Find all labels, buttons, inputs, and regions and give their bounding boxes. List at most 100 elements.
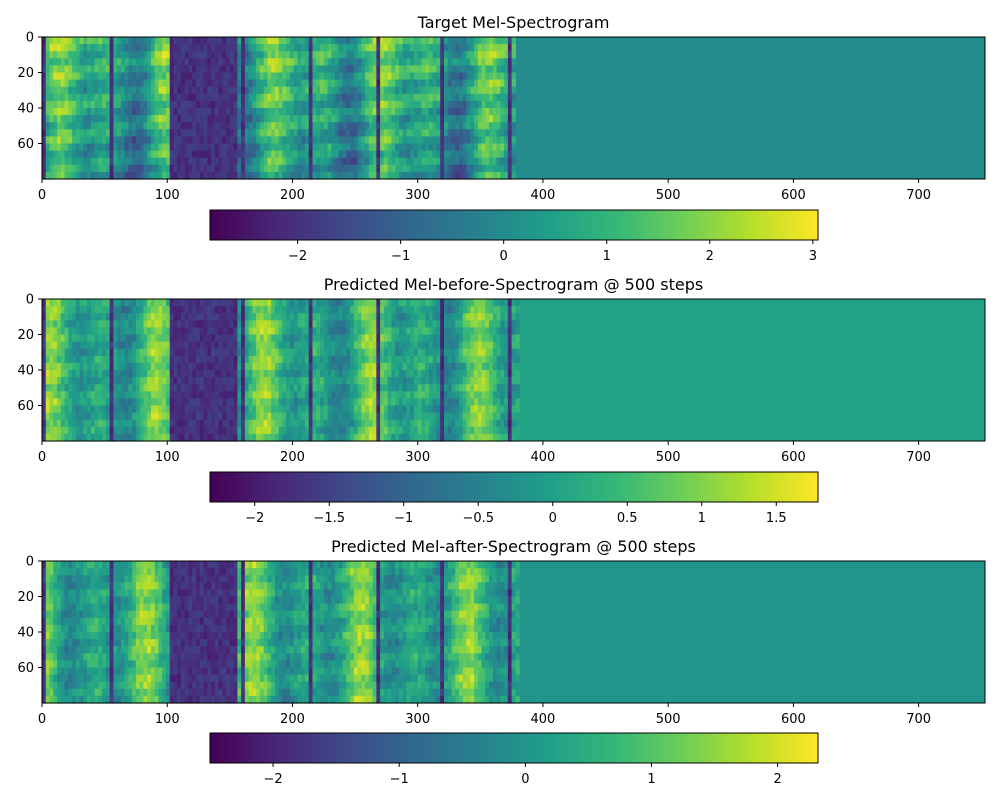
heatmap-cell	[402, 143, 408, 152]
heatmap-cell	[278, 398, 284, 407]
heatmap-cell	[504, 79, 509, 88]
heatmap-cell	[507, 58, 513, 66]
heatmap-cell	[477, 122, 483, 130]
heatmap-cell	[147, 44, 152, 52]
heatmap-cell	[477, 44, 483, 52]
heatmap-cell	[64, 299, 69, 307]
heatmap-cell	[124, 122, 130, 130]
heatmap-cell	[459, 327, 464, 336]
heatmap-cell	[432, 391, 438, 399]
heatmap-cell	[286, 157, 291, 166]
heatmap-cell	[68, 37, 73, 45]
heatmap-cell	[150, 51, 156, 59]
heatmap-cell	[218, 391, 223, 399]
heatmap-cell	[304, 384, 310, 392]
heatmap-cell	[447, 313, 453, 321]
heatmap-cell	[75, 136, 81, 145]
heatmap-cell	[109, 362, 114, 371]
heatmap-cell	[462, 341, 468, 350]
heatmap-cell	[459, 341, 464, 350]
heatmap-cell	[338, 115, 344, 123]
heatmap-cell	[207, 362, 212, 371]
heatmap-cell	[312, 143, 317, 152]
heatmap-cell	[207, 108, 212, 116]
heatmap-cell	[211, 79, 216, 88]
heatmap-cell	[53, 143, 58, 152]
heatmap-cell	[293, 108, 299, 116]
heatmap-cell	[496, 44, 501, 52]
heatmap-cell	[346, 426, 351, 435]
heatmap-cell	[402, 348, 408, 357]
heatmap-cell	[297, 108, 302, 116]
heatmap-cell	[444, 37, 449, 45]
heatmap-cell	[162, 129, 167, 137]
heatmap-cell	[274, 412, 280, 421]
heatmap-cell	[432, 320, 438, 328]
heatmap-cell	[226, 377, 231, 385]
heatmap-cell	[150, 306, 156, 314]
heatmap-cell	[425, 327, 430, 336]
heatmap-cell	[229, 136, 235, 145]
heatmap-cell	[256, 419, 261, 428]
heatmap-cell	[436, 150, 441, 159]
heatmap-cell	[233, 143, 238, 152]
heatmap-cell	[79, 58, 84, 66]
heatmap-cell	[308, 419, 314, 428]
heatmap-cell	[87, 93, 92, 102]
heatmap-cell	[150, 391, 156, 399]
heatmap-cell	[402, 164, 408, 173]
heatmap-cell	[286, 384, 291, 392]
heatmap-cell	[278, 306, 284, 314]
heatmap-cell	[368, 362, 374, 371]
heatmap-cell	[120, 362, 126, 371]
heatmap-cell	[143, 398, 148, 407]
heatmap-cell	[421, 86, 426, 95]
heatmap-cell	[361, 122, 366, 130]
heatmap-cell	[207, 320, 212, 328]
heatmap-cell	[289, 108, 295, 116]
heatmap-cell	[477, 100, 483, 109]
heatmap-cell	[380, 313, 385, 321]
heatmap-cell	[500, 86, 505, 95]
heatmap-cell	[244, 129, 250, 137]
heatmap-cell	[192, 171, 197, 180]
heatmap-cell	[117, 299, 122, 307]
heatmap-cell	[109, 44, 114, 52]
heatmap-cell	[398, 327, 404, 336]
heatmap-cell	[237, 306, 242, 314]
heatmap-cell	[353, 299, 359, 307]
heatmap-cell	[481, 171, 486, 180]
heatmap-cell	[267, 58, 272, 66]
heatmap-cell	[459, 108, 464, 116]
heatmap-cell	[173, 426, 178, 435]
heatmap-cell	[489, 426, 494, 435]
heatmap-cell	[455, 341, 460, 350]
heatmap-cell	[105, 405, 111, 414]
heatmap-cell	[312, 93, 317, 102]
heatmap-cell	[410, 115, 415, 123]
heatmap-cell	[432, 419, 438, 428]
heatmap-cell	[267, 136, 272, 145]
heatmap-cell	[361, 348, 366, 357]
heatmap-cell	[474, 157, 479, 166]
heatmap-cell	[120, 405, 126, 414]
heatmap-cell	[252, 150, 257, 159]
heatmap-cell	[481, 384, 486, 392]
heatmap-cell	[79, 320, 84, 328]
heatmap-cell	[436, 299, 441, 307]
heatmap-cell	[256, 37, 261, 45]
heatmap-cell	[413, 108, 419, 116]
heatmap-cell	[410, 171, 415, 180]
heatmap-cell	[60, 150, 66, 159]
heatmap-cell	[147, 398, 152, 407]
heatmap-cell	[124, 377, 130, 385]
heatmap-cell	[481, 334, 486, 343]
heatmap-cell	[301, 384, 306, 392]
heatmap-cell	[327, 72, 332, 81]
heatmap-cell	[477, 377, 483, 385]
heatmap-cell	[98, 341, 103, 350]
heatmap-cell	[60, 171, 66, 180]
heatmap-cell	[83, 348, 88, 357]
heatmap-cell	[158, 129, 163, 137]
heatmap-cell	[320, 157, 325, 166]
